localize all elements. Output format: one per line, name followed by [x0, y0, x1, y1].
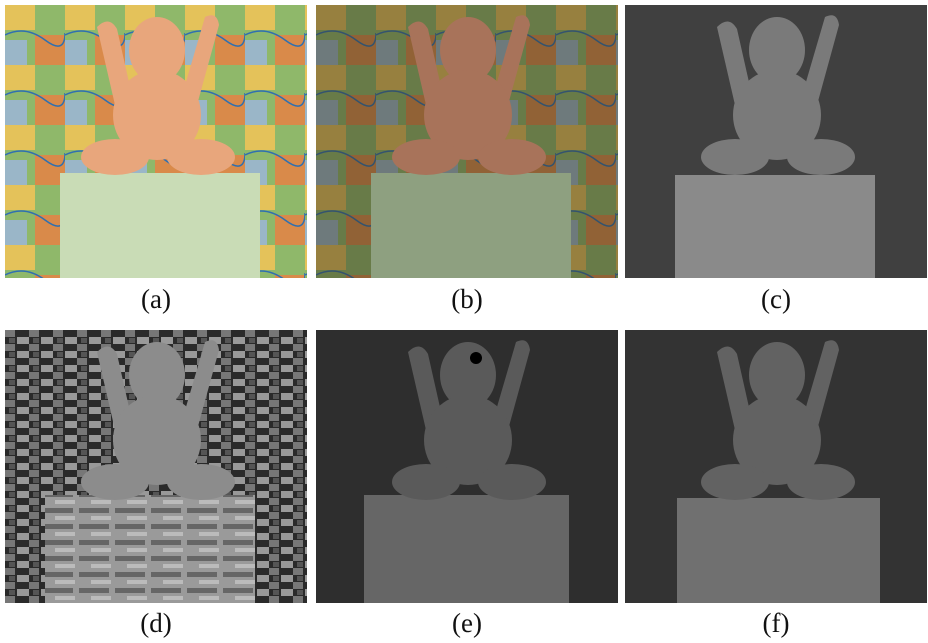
caption: (f) — [625, 608, 927, 639]
box — [371, 173, 571, 278]
image-d — [5, 330, 307, 603]
box — [60, 173, 260, 278]
caption: (e) — [316, 608, 618, 639]
caption: (b) — [316, 284, 618, 315]
image-b — [316, 5, 618, 278]
image-e — [316, 330, 618, 603]
figure: (a) (b) (c) (d) (e) (f) — [0, 0, 928, 643]
image-f — [625, 330, 927, 603]
box — [45, 495, 255, 603]
caption: (c) — [625, 284, 927, 315]
box — [677, 498, 880, 603]
caption: (d) — [5, 608, 307, 639]
hole — [470, 352, 482, 364]
box — [675, 175, 875, 278]
box — [364, 495, 569, 603]
image-c — [625, 5, 927, 278]
image-a — [5, 5, 307, 278]
caption: (a) — [5, 284, 307, 315]
